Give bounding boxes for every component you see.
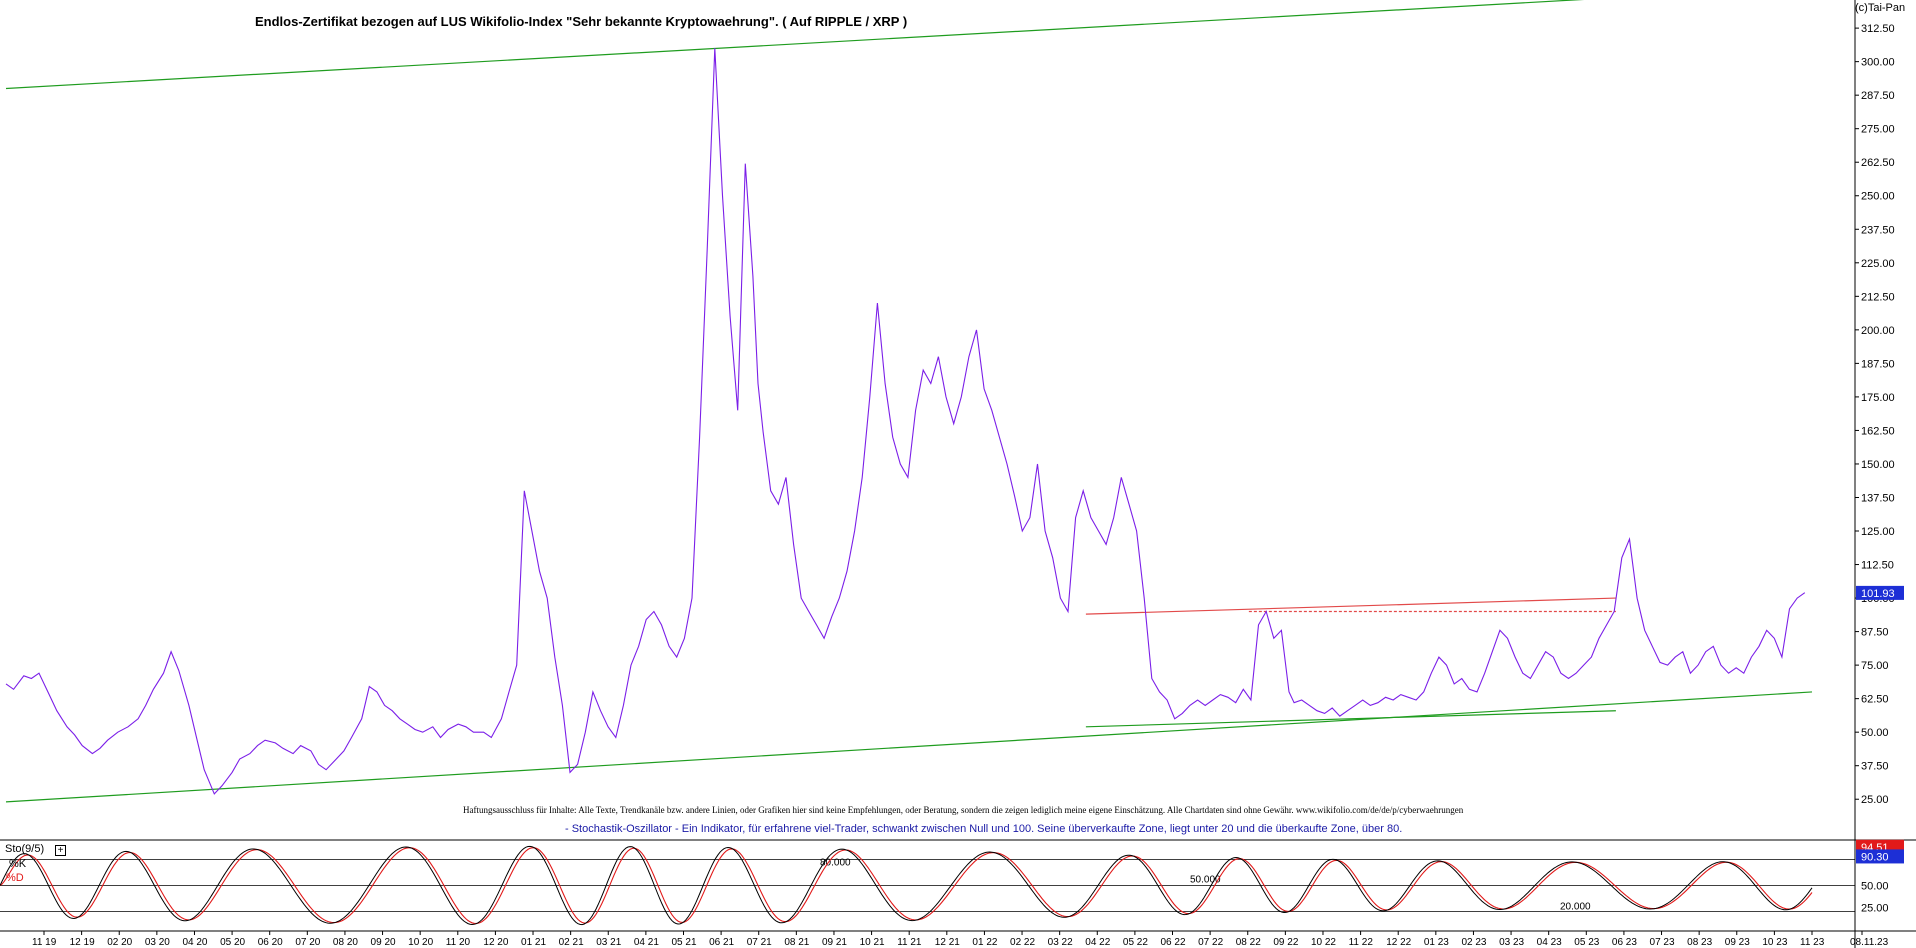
price-tick-label: 225.00: [1861, 258, 1895, 270]
copyright-label: (c)Tai-Pan: [1855, 2, 1906, 14]
k-legend: %K: [9, 858, 27, 870]
time-tick-label: 12 21: [935, 937, 960, 948]
price-tick-label: 62.50: [1861, 694, 1889, 706]
time-tick-label: 10 22: [1311, 937, 1336, 948]
stoch-k-line: [0, 845, 1813, 926]
stoch-level-50-label: 50.000: [1190, 875, 1221, 886]
price-tick-label: 50.00: [1861, 727, 1889, 739]
resistance-line: [1085, 597, 1616, 615]
price-tick-label: 312.50: [1861, 23, 1895, 35]
time-tick-label: 08 22: [1236, 937, 1261, 948]
time-tick-label: 07 21: [747, 937, 772, 948]
time-tick-label: 03 21: [596, 937, 621, 948]
time-tick-label: 06 23: [1612, 937, 1637, 948]
price-tick-label: 200.00: [1861, 325, 1895, 337]
time-tick-label: 07 23: [1650, 937, 1675, 948]
price-tick-label: 250.00: [1861, 191, 1895, 203]
price-tick-label: 137.50: [1861, 492, 1895, 504]
price-tick-label: 87.50: [1861, 627, 1889, 639]
time-tick-label: 04 21: [634, 937, 659, 948]
time-tick-label: 02 23: [1461, 937, 1486, 948]
price-tick-label: 187.50: [1861, 358, 1895, 370]
time-tick-label: 05 23: [1574, 937, 1599, 948]
chart-title: Endlos-Zertifikat bezogen auf LUS Wikifo…: [255, 14, 908, 29]
stoch-level-80-label: 80.000: [820, 857, 851, 868]
price-tick-label: 237.50: [1861, 224, 1895, 236]
time-tick-label: 08 20: [333, 937, 358, 948]
price-tick-label: 25.00: [1861, 794, 1889, 806]
stoch-d-value: 90.30: [1861, 851, 1889, 863]
support-line: [1085, 710, 1616, 728]
time-tick-label: 09 23: [1725, 937, 1750, 948]
price-tick-label: 175.00: [1861, 392, 1895, 404]
price-tick-label: 212.50: [1861, 291, 1895, 303]
disclaimer-text: Haftungsausschluss für Inhalte: Alle Tex…: [463, 805, 1464, 815]
stoch-d-badge: [1856, 849, 1904, 864]
time-tick-label: 02 20: [107, 937, 132, 948]
price-tick-label: 162.50: [1861, 425, 1895, 437]
price-tick-label: 275.00: [1861, 124, 1895, 136]
price-tick-label: 300.00: [1861, 57, 1895, 69]
price-tick-label: 125.00: [1861, 526, 1895, 538]
time-tick-label: 08 21: [784, 937, 809, 948]
time-tick-label: 01 22: [972, 937, 997, 948]
price-tick-label: 37.50: [1861, 761, 1889, 773]
price-tick-label: 262.50: [1861, 157, 1895, 169]
time-tick-label: 01 23: [1424, 937, 1449, 948]
time-tick-label: 09 20: [371, 937, 396, 948]
price-tick-label: 287.50: [1861, 90, 1895, 102]
stoch-tick-25: 25.00: [1861, 902, 1889, 914]
time-tick-label: 10 20: [408, 937, 433, 948]
time-tick-label: 01 21: [521, 937, 546, 948]
last-price-badge: [1856, 585, 1904, 600]
time-tick-label: 05 21: [671, 937, 696, 948]
stoch-tick-50: 50.00: [1861, 881, 1889, 893]
price-tick-label: 150.00: [1861, 459, 1895, 471]
time-tick-label: 05 20: [220, 937, 245, 948]
time-tick-label: 06 22: [1161, 937, 1186, 948]
add-indicator-button[interactable]: +: [55, 845, 66, 856]
time-tick-label: 03 22: [1048, 937, 1073, 948]
time-tick-label: 06 21: [709, 937, 734, 948]
price-tick-label: 112.50: [1861, 560, 1894, 572]
time-tick-label: 04 20: [182, 937, 207, 948]
time-tick-label: 06 20: [258, 937, 283, 948]
time-tick-label: 02 21: [559, 937, 584, 948]
time-tick-label: 10 21: [860, 937, 885, 948]
time-tick-label: 12 19: [70, 937, 95, 948]
time-tick-label: 12 20: [483, 937, 508, 948]
time-tick-label: 07 22: [1198, 937, 1223, 948]
time-tick-label: 11 21: [897, 937, 922, 948]
time-tick-label: 07 20: [295, 937, 320, 948]
sto-indicator-label: Sto(9/5): [5, 843, 45, 855]
time-tick-label: 09 22: [1273, 937, 1298, 948]
time-tick-label: 11 22: [1349, 937, 1374, 948]
time-tick-label: 05 22: [1123, 937, 1148, 948]
time-tick-label: 03 20: [145, 937, 170, 948]
time-tick-label: 04 22: [1085, 937, 1110, 948]
time-tick-label: 11 23: [1800, 937, 1825, 948]
time-tick-label: 10 23: [1762, 937, 1787, 948]
last-price-label: 101.93: [1861, 588, 1895, 600]
upper-trendline: [5, 0, 1585, 90]
price-tick-label: 75.00: [1861, 660, 1889, 672]
time-tick-label: 08 23: [1687, 937, 1712, 948]
stoch-level-20-label: 20.000: [1560, 902, 1591, 913]
stoch-d-line: [0, 847, 1813, 925]
stochastic-note: - Stochastik-Oszillator - Ein Indikator,…: [565, 823, 1403, 835]
time-tick-label: 12 22: [1386, 937, 1411, 948]
time-tick-label: 11 20: [446, 937, 471, 948]
d-legend: %D: [6, 872, 24, 884]
time-tick-label: 02 22: [1010, 937, 1035, 948]
lower-trendline: [5, 691, 1813, 803]
time-tick-label: 09 21: [822, 937, 847, 948]
time-tick-label: 03 23: [1499, 937, 1524, 948]
time-tick-label: 04 23: [1537, 937, 1562, 948]
time-tick-label: 11 19: [32, 937, 57, 948]
price-line: [5, 48, 1806, 795]
time-tick-label: 08.11.23: [1850, 937, 1889, 948]
